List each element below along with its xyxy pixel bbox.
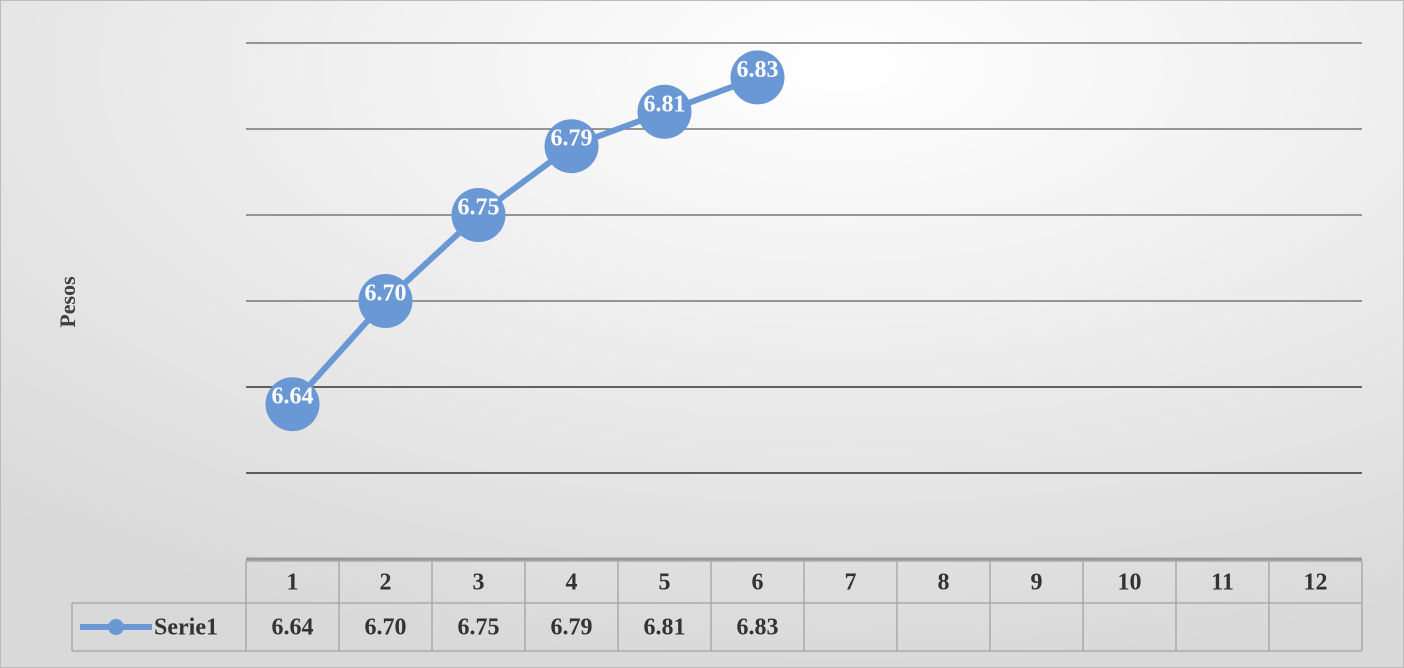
x-tick-label: 1 [287,570,299,596]
x-tick-label: 7 [845,570,857,596]
x-tick-label: 8 [938,570,950,596]
data-label: 6.79 [551,126,593,152]
data-point [265,377,320,432]
table-value: 6.70 [365,615,407,641]
table-value: 6.81 [644,615,686,641]
data-point [358,274,413,328]
x-tick-label: 5 [659,570,671,596]
plot: 6.64 6.70 6.75 6.79 6.81 6.83 [265,50,785,432]
legend-marker [108,619,124,635]
data-point [730,50,785,105]
legend-label: Serie1 [154,615,218,641]
x-tick-label: 11 [1211,570,1234,596]
x-tick-label: 9 [1031,570,1043,596]
x-tick-label: 2 [380,570,392,596]
y-axis-title: Pesos [55,276,80,328]
data-point [451,188,506,242]
grid [246,42,1362,561]
table-value: 6.79 [551,615,593,641]
x-tick-label: 4 [566,570,578,596]
x-tick-label: 6 [752,570,764,596]
x-tick-label: 3 [473,570,485,596]
data-point [544,119,599,174]
x-tick-label: 10 [1118,570,1142,596]
data-label: 6.83 [737,57,779,83]
data-label: 6.70 [365,281,407,307]
table-value: 6.75 [458,615,500,641]
table-value: 6.83 [737,615,779,641]
data-label: 6.75 [458,195,500,221]
data-point [637,84,692,139]
data-label: 6.81 [644,91,686,117]
table-value: 6.64 [272,615,314,641]
x-tick-label: 12 [1304,570,1328,596]
data-label: 6.64 [272,384,314,410]
